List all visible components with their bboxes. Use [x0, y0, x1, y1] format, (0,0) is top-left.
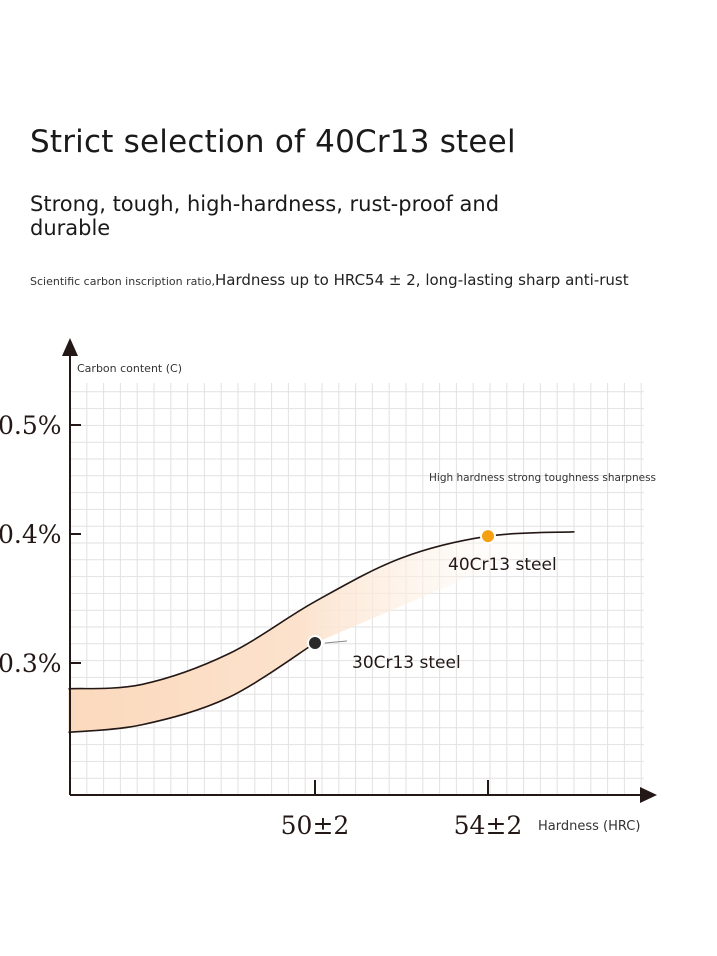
chart-axes [62, 338, 657, 803]
leader-line-30cr13 [324, 640, 348, 644]
y-axis-title: Carbon content (C) [77, 362, 182, 375]
series-band [68, 531, 575, 733]
x-tick-label: 54±2 [454, 811, 523, 840]
caption-small-text: Scientific carbon inscription ratio, [30, 275, 215, 288]
y-tick-label: 0.4% [0, 520, 62, 549]
series-label-40cr13: 40Cr13 steel [448, 555, 557, 575]
series-label-30cr13: 30Cr13 steel [352, 653, 461, 673]
y-tick-label: 0.3% [0, 649, 62, 678]
marker-40cr13 [480, 528, 496, 545]
page-title: Strict selection of 40Cr13 steel [30, 124, 516, 160]
x-tick-label: 50±2 [281, 811, 350, 840]
x-axis-arrow [640, 787, 657, 803]
series-line-30cr13 [68, 642, 316, 734]
y-tick-label: 0.5% [0, 411, 62, 440]
y-axis-arrow [62, 338, 78, 356]
caption-line: Scientific carbon inscription ratio,Hard… [30, 270, 629, 289]
x-axis-title: Hardness (HRC) [538, 819, 640, 834]
caption-large-text: Hardness up to HRC54 ± 2, long-lasting s… [214, 271, 629, 289]
marker-30cr13 [307, 635, 323, 651]
page-subtitle: Strong, tough, high-hardness, rust-proof… [30, 192, 500, 240]
chart-annotation: High hardness strong toughness sharpness [429, 472, 656, 484]
